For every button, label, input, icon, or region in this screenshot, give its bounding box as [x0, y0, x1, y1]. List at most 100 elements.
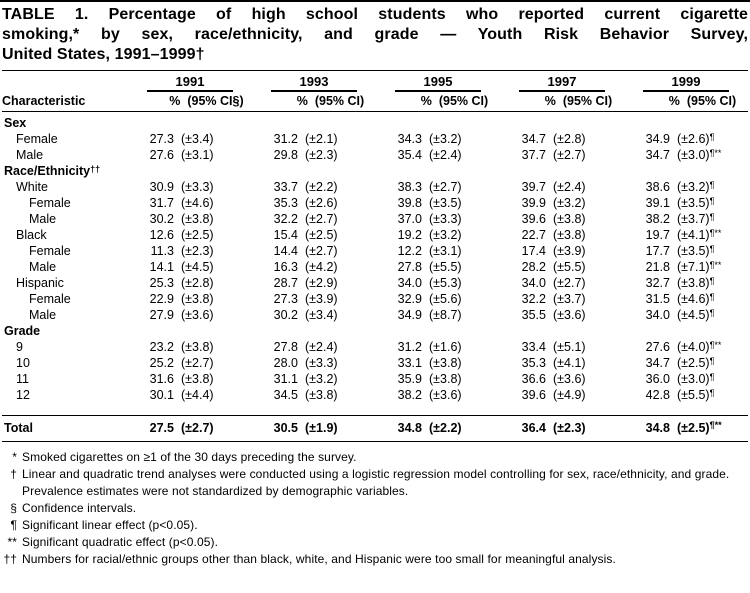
ci-cell: (±2.7) [181, 356, 214, 370]
ci-cell: (±3.8)¶ [677, 275, 715, 290]
ci-cell: (±3.6) [553, 372, 586, 386]
ci-header: (95% CI) [314, 94, 365, 108]
value-cell: 32.7 [645, 276, 670, 290]
value-cell: 29.8 [273, 148, 298, 162]
total-row: Total 27.5 (±2.7) 30.5 (±1.9) 34.8 (±2.2) 36.4(… [2, 415, 748, 442]
ci-cell: (±3.2) [429, 228, 462, 242]
table-row-male: Male 30.2 (±3.8) 32.2 (±2.7) 37.0 (±3.3) 39.6 (±… [2, 211, 748, 227]
value-cell: 38.3 [397, 180, 422, 194]
ci-cell: (±3.2)¶ [677, 179, 715, 194]
value-cell: 35.3 [273, 196, 298, 210]
value-cell: 36.0 [645, 372, 670, 386]
value-cell: 28.0 [273, 356, 298, 370]
ci-cell [422, 163, 500, 179]
ci-cell: (±5.3) [429, 276, 462, 290]
total-label: Total [2, 415, 128, 442]
smoking-prevalence-table: 1991 1993 1995 1997 1999 Characteristic % (95… [2, 70, 748, 442]
ci-cell: (±2.6) [305, 196, 338, 210]
percent-header: % [169, 94, 181, 108]
row-label: Grade [4, 324, 41, 338]
value-cell [376, 163, 422, 179]
value-cell: 17.7 [645, 244, 670, 258]
ci-cell [298, 112, 376, 132]
footnote-marker: †† [3, 551, 17, 566]
value-cell: 25.3 [149, 276, 174, 290]
value-cell: 31.1 [273, 372, 298, 386]
row-label: Black [16, 228, 47, 242]
ci-cell: (±2.4) [305, 340, 338, 354]
value-cell: 39.6 [521, 388, 546, 402]
footnote-3: § Confidence intervals. [3, 500, 748, 517]
value-cell [624, 323, 670, 339]
value-cell: 34.3 [397, 132, 422, 146]
percent-ci-header-1993: % (95% CI) [252, 92, 376, 112]
significance-marker: ¶ [709, 291, 715, 302]
value-cell: 37.7 [521, 148, 546, 162]
table-row-female: Female 22.9 (±3.8) 27.3 (±3.9) 32.9 (±5.6) 32.2… [2, 291, 748, 307]
footnotes: * Smoked cigarettes on ≥1 of the 30 days … [3, 449, 748, 568]
value-cell: 11.3 [150, 244, 174, 258]
table-row-female: Female 11.3 (±2.3) 14.4 (±2.7) 12.2 (±3.1) 17.4… [2, 243, 748, 259]
value-cell: 31.7 [149, 196, 174, 210]
row-label: Female [29, 244, 71, 258]
value-cell: 38.2 [397, 388, 422, 402]
ci-cell [670, 112, 748, 132]
ci-cell [546, 112, 624, 132]
ci-cell: (±1.9) [298, 415, 376, 442]
ci-cell: (±3.7) [553, 292, 586, 306]
year-label-1991: 1991 [147, 74, 233, 92]
ci-cell: (±3.2) [429, 132, 462, 146]
ci-cell: (±3.3) [305, 356, 338, 370]
value-cell: 31.5 [645, 292, 670, 306]
value-cell: 15.4 [273, 228, 298, 242]
value-cell [500, 163, 546, 179]
value-cell: 34.7 [645, 148, 670, 162]
year-label-1995: 1995 [395, 74, 481, 92]
ci-cell: (±4.1)¶** [677, 227, 722, 242]
ci-cell: (±3.3) [181, 180, 214, 194]
year-header-1993: 1993 [252, 71, 376, 92]
ci-cell: (±2.3) [305, 148, 338, 162]
value-cell [252, 323, 298, 339]
ci-cell [174, 163, 252, 179]
ci-cell: (±3.4) [181, 132, 214, 146]
value-cell: 39.7 [521, 180, 546, 194]
ci-cell: (±5.6) [429, 292, 462, 306]
footnote-text: Confidence intervals. [22, 500, 137, 515]
value-cell: 32.9 [397, 292, 422, 306]
ci-cell [670, 163, 748, 179]
ci-header: (95% CI) [438, 94, 489, 108]
ci-cell: (±4.9) [553, 388, 586, 402]
significance-marker: ¶ [709, 387, 715, 398]
year-header-1995: 1995 [376, 71, 500, 92]
row-label: Male [29, 308, 57, 322]
ci-cell: (±3.8) [429, 372, 462, 386]
ci-cell: (±4.0)¶** [677, 339, 722, 354]
ci-cell: (±2.2) [305, 180, 338, 194]
significance-marker: ¶ [709, 179, 715, 190]
value-cell: 33.7 [273, 180, 298, 194]
value-cell: 35.9 [397, 372, 422, 386]
value-cell: 33.4 [521, 340, 546, 354]
year-header-1999: 1999 [624, 71, 748, 92]
footnote-ref: †† [90, 163, 101, 174]
value-cell: 30.1 [149, 388, 174, 402]
ci-cell: (±2.1) [305, 132, 338, 146]
value-cell: 30.2 [273, 308, 298, 322]
year-label-1993: 1993 [271, 74, 357, 92]
total-rule-row [2, 403, 748, 416]
table-row-white: White 30.9 (±3.3) 33.7 (±2.2) 38.3 (±2.7) 39.7 (… [2, 179, 748, 195]
row-label: 10 [16, 356, 30, 370]
significance-marker: ¶** [709, 147, 722, 158]
footnote-text: Significant linear effect (p<0.05). [22, 517, 198, 532]
value-cell: 19.2 [397, 228, 422, 242]
ci-cell: (±3.8) [553, 212, 586, 226]
ci-cell: (±4.2) [305, 260, 338, 274]
value-cell: 22.7 [521, 228, 546, 242]
table-row-female: Female 27.3 (±3.4) 31.2 (±2.1) 34.3 (±3.2) 34.7… [2, 131, 748, 147]
footnote-2: † Linear and quadratic trend analyses wer… [3, 466, 748, 500]
value-cell [252, 163, 298, 179]
ci-cell: (±3.8) [181, 292, 214, 306]
ci-cell: (±2.7) [553, 148, 586, 162]
subheader-row: Characteristic % (95% CI§)% (95% CI)% (95% … [2, 92, 748, 112]
